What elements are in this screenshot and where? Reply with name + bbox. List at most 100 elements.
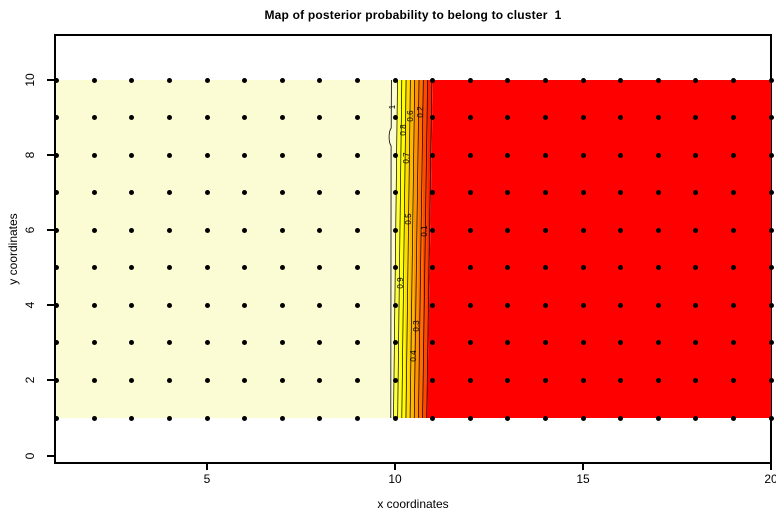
grid-dot <box>242 340 247 345</box>
grid-dot <box>317 265 322 270</box>
grid-dot <box>430 340 435 345</box>
grid-dot <box>92 153 97 158</box>
grid-dot <box>242 78 247 83</box>
grid-dot <box>167 190 172 195</box>
grid-dot <box>393 228 398 233</box>
grid-dot <box>430 228 435 233</box>
grid-dot <box>581 265 586 270</box>
grid-dot <box>280 78 285 83</box>
contour-line-level-0.6 <box>405 80 411 418</box>
y-axis-tick <box>47 304 54 307</box>
grid-dot <box>468 340 473 345</box>
grid-dot <box>205 340 210 345</box>
grid-dot <box>393 378 398 383</box>
grid-dot <box>242 303 247 308</box>
grid-dot <box>355 340 360 345</box>
grid-dot <box>92 416 97 421</box>
grid-dot <box>129 416 134 421</box>
grid-dot <box>167 416 172 421</box>
x-axis-tick <box>206 463 208 470</box>
grid-dot <box>129 78 134 83</box>
grid-dot <box>242 190 247 195</box>
grid-dot <box>581 378 586 383</box>
contour-line-level-0.8 <box>397 80 403 418</box>
grid-dot <box>54 228 59 233</box>
grid-dot <box>167 115 172 120</box>
grid-dot <box>505 378 510 383</box>
grid-dot <box>581 78 586 83</box>
grid-dot <box>393 78 398 83</box>
grid-dot <box>543 416 548 421</box>
grid-dot <box>693 378 698 383</box>
grid-dot <box>505 265 510 270</box>
grid-dot <box>769 190 774 195</box>
contour-label: 0.3 <box>412 320 421 332</box>
contour-label: 0.7 <box>402 152 411 164</box>
y-axis-tick-label: 8 <box>23 151 37 159</box>
grid-dot <box>317 228 322 233</box>
grid-dot <box>54 303 59 308</box>
grid-dot <box>167 228 172 233</box>
grid-dot <box>543 340 548 345</box>
grid-dot <box>280 265 285 270</box>
contour-line-level-0.4 <box>413 80 420 418</box>
y-axis-tick-label: 4 <box>23 302 37 309</box>
transition-band <box>385 80 437 418</box>
grid-dot <box>656 78 661 83</box>
grid-dot <box>205 153 210 158</box>
grid-dot <box>54 115 59 120</box>
contour-line-level-0.3 <box>418 80 424 418</box>
grid-dot <box>656 340 661 345</box>
grid-dot <box>693 265 698 270</box>
contour-line-level-0.7 <box>401 80 407 418</box>
grid-dot <box>92 265 97 270</box>
x-axis-title: x coordinates <box>377 497 449 511</box>
grid-dot <box>543 190 548 195</box>
x-axis-tick <box>394 463 396 470</box>
grid-dot <box>693 78 698 83</box>
grid-dot <box>129 190 134 195</box>
contour-label: 0.2 <box>416 106 425 118</box>
grid-dot <box>167 340 172 345</box>
grid-dot <box>581 115 586 120</box>
grid-dot <box>618 378 623 383</box>
grid-dot <box>280 340 285 345</box>
grid-dot <box>167 265 172 270</box>
contour-label: 0.4 <box>409 350 418 362</box>
grid-dot <box>355 115 360 120</box>
grid-dot <box>731 190 736 195</box>
contour-label: 0.8 <box>399 124 408 136</box>
grid-dot <box>731 265 736 270</box>
grid-dot <box>656 190 661 195</box>
grid-dot <box>393 303 398 308</box>
grid-dot <box>656 378 661 383</box>
contour-label: 0.6 <box>406 110 415 122</box>
grid-dot <box>430 115 435 120</box>
low-probability-region <box>437 80 771 418</box>
grid-dot <box>280 228 285 233</box>
grid-dot <box>242 265 247 270</box>
grid-dot <box>129 340 134 345</box>
grid-dot <box>205 115 210 120</box>
grid-dot <box>769 378 774 383</box>
grid-dot <box>242 416 247 421</box>
grid-dot <box>280 115 285 120</box>
grid-dot <box>468 228 473 233</box>
grid-dot <box>505 153 510 158</box>
grid-dot <box>543 265 548 270</box>
grid-dot <box>317 115 322 120</box>
x-axis-tick-label: 20 <box>764 472 776 486</box>
grid-dot <box>393 416 398 421</box>
grid-dot <box>205 190 210 195</box>
grid-dot <box>731 78 736 83</box>
grid-dot <box>205 228 210 233</box>
grid-dot <box>693 115 698 120</box>
grid-dot <box>242 153 247 158</box>
y-axis-tick-label: 2 <box>23 377 37 384</box>
grid-dot <box>317 303 322 308</box>
grid-dot <box>505 416 510 421</box>
y-axis-tick-label: 0 <box>23 452 37 459</box>
grid-dot <box>468 303 473 308</box>
grid-dot <box>430 265 435 270</box>
